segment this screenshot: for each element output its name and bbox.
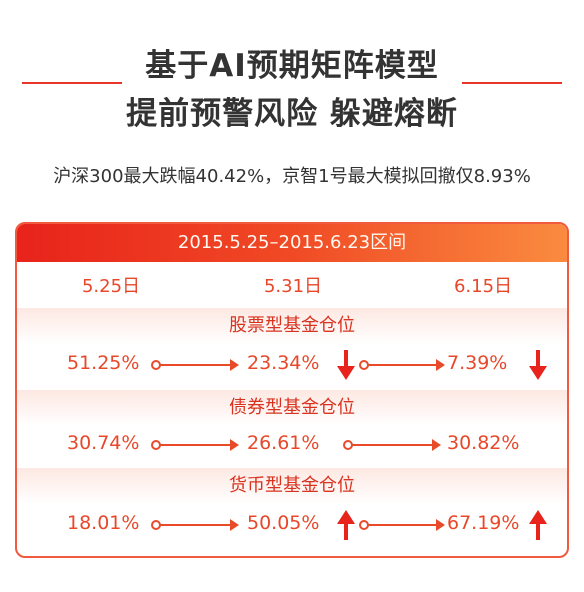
date-2: 5.31日 [263,276,323,297]
position-card: 2015.5.25–2015.6.23区间 5.25日 5.31日 6.15日 … [15,222,569,558]
arrow-connector-icon [151,519,239,531]
arrow-connector-icon [359,519,445,531]
value-money-3: 67.19% [447,512,520,534]
date-3: 6.15日 [453,276,513,297]
period-header: 2015.5.25–2015.6.23区间 [17,224,567,262]
arrow-connector-icon [343,439,441,451]
value-row-stock: 51.25% 23.34% 7.39% [17,348,567,382]
trend-down-icon [529,350,547,380]
title-rule-left [22,82,122,84]
section-label-money: 货币型基金仓位 [17,468,567,504]
trend-up-icon [337,510,355,540]
value-stock-2: 23.34% [247,352,320,374]
title-line-2: 提前预警风险 躲避熔断 [126,96,458,132]
title-rule-right [462,82,562,84]
value-stock-1: 51.25% [67,352,140,374]
value-row-money: 18.01% 50.05% 67.19% [17,508,567,542]
value-bond-2: 26.61% [247,432,320,454]
arrow-connector-icon [151,359,239,371]
subtitle: 沪深300最大跌幅40.42%，京智1号最大模拟回撤仅8.93% [53,166,531,187]
value-money-1: 18.01% [67,512,140,534]
value-row-bond: 30.74% 26.61% 30.82% [17,428,567,462]
arrow-connector-icon [359,359,445,371]
date-1: 5.25日 [81,276,141,297]
date-row: 5.25日 5.31日 6.15日 [17,272,567,297]
title-line-1: 基于AI预期矩阵模型 [145,48,439,84]
value-money-2: 50.05% [247,512,320,534]
section-label-stock: 股票型基金仓位 [17,308,567,344]
trend-up-icon [529,510,547,540]
trend-down-icon [337,350,355,380]
value-stock-3: 7.39% [447,352,508,374]
arrow-connector-icon [151,439,239,451]
value-bond-3: 30.82% [447,432,520,454]
value-bond-1: 30.74% [67,432,140,454]
section-label-bond: 债券型基金仓位 [17,390,567,426]
